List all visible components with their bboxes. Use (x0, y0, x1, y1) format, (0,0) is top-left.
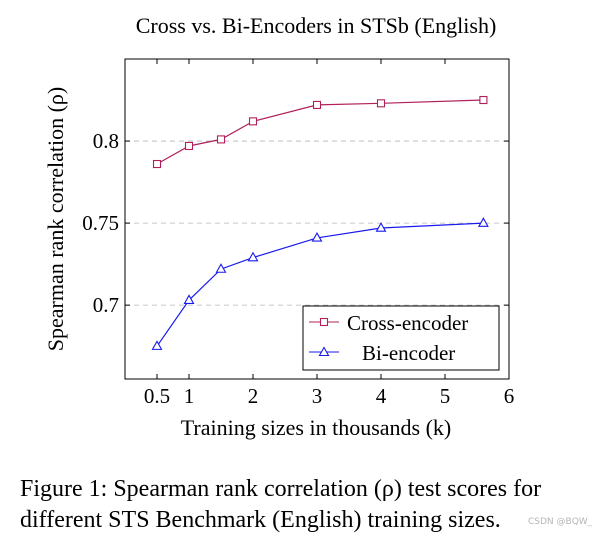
x-tick-label: 2 (248, 384, 259, 408)
data-point-cross-encoder (184, 141, 194, 151)
x-tick-label: 0.5 (144, 384, 170, 408)
x-tick-label: 3 (312, 384, 323, 408)
data-point-cross-encoder (479, 95, 488, 105)
grid-layer (125, 140, 509, 306)
figure-caption: Figure 1: Spearman rank correlation (ρ) … (20, 476, 542, 533)
x-axis-label: Training sizes in thousands (k) (181, 415, 452, 440)
chart-title: Cross vs. Bi-Encoders in STSb (English) (136, 13, 497, 38)
y-tick-label: 0.75 (82, 211, 119, 235)
series-layer (151, 95, 489, 350)
data-point-bi-encoder (183, 294, 195, 304)
x-tick-label: 1 (184, 384, 195, 408)
data-point-cross-encoder (152, 159, 162, 169)
tick-layer: 0.7 0.75 0.8 0.5 1 2 3 4 5 6 (82, 59, 514, 408)
data-point-cross-encoder (216, 135, 226, 144)
data-point-cross-encoder (376, 99, 386, 108)
x-tick-label: 4 (376, 384, 387, 408)
legend: Cross-encoder Bi-encoder (302, 305, 500, 371)
x-tick-label: 5 (440, 384, 451, 408)
legend-label-cross-encoder: Cross-encoder (347, 311, 468, 335)
y-tick-label: 0.8 (93, 129, 119, 153)
data-point-bi-encoder (151, 340, 163, 350)
x-tick-label: 6 (504, 384, 515, 408)
chart: Cross vs. Bi-Encoders in STSb (English) … (43, 13, 514, 440)
legend-marker-bi-encoder (318, 346, 330, 357)
data-point-bi-encoder (375, 222, 387, 232)
legend-box (302, 305, 500, 371)
data-point-bi-encoder (311, 231, 323, 242)
y-axis-label: Spearman rank correlation (ρ) (43, 87, 68, 351)
legend-marker-cross-encoder (319, 317, 329, 327)
data-point-bi-encoder (477, 217, 489, 227)
watermark: CSDN @BQW_ (528, 517, 593, 527)
data-point-bi-encoder (247, 251, 259, 262)
legend-label-bi-encoder: Bi-encoder (362, 341, 455, 365)
data-point-bi-encoder (215, 263, 227, 273)
data-point-cross-encoder (312, 100, 322, 109)
series-line-cross-encoder (156, 99, 484, 165)
data-point-cross-encoder (248, 117, 258, 126)
y-tick-label: 0.7 (93, 293, 119, 317)
